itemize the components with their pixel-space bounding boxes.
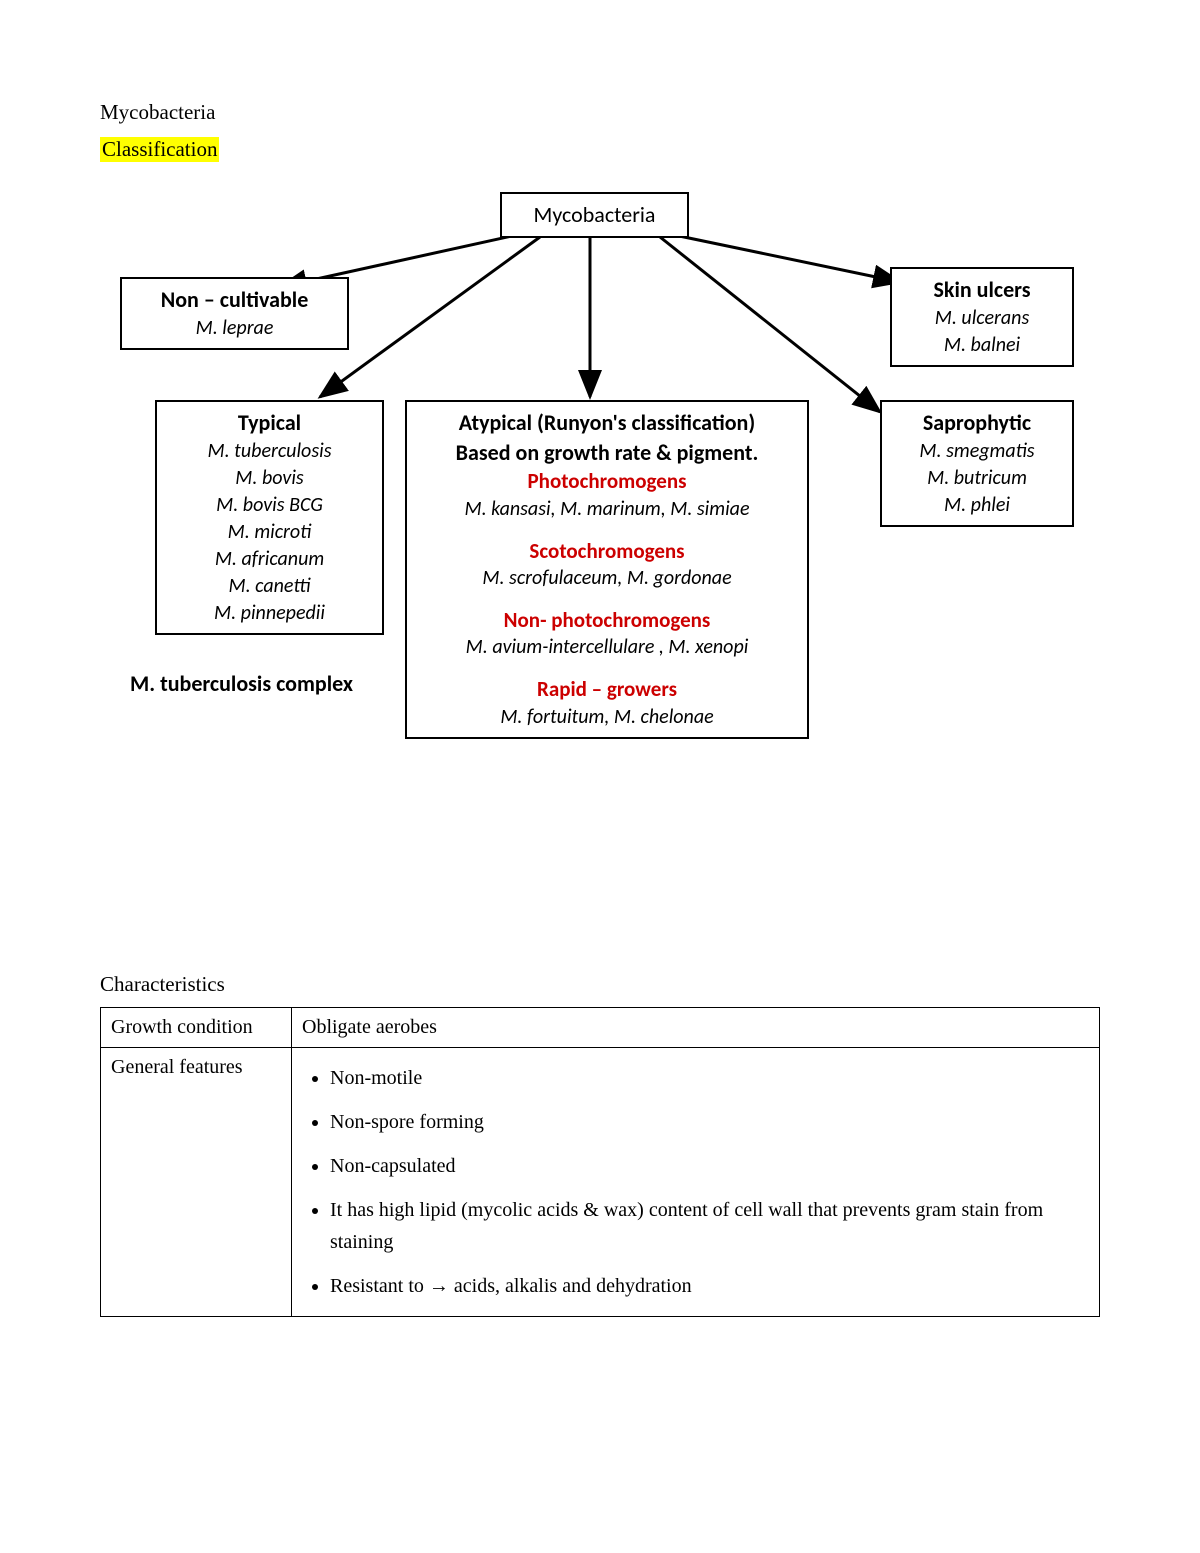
characteristics-heading: Characteristics	[100, 972, 1100, 997]
atypical-group-heading: Non- photochromogens	[417, 606, 797, 634]
atypical-group-heading: Rapid – growers	[417, 675, 797, 703]
atypical-title1: Atypical (Runyon's classification)	[417, 408, 797, 438]
node-root: Mycobacteria	[500, 192, 689, 238]
growth-label: Growth condition	[101, 1008, 292, 1048]
root-label: Mycobacteria	[534, 201, 656, 228]
general-label: General features	[101, 1048, 292, 1317]
atypical-group-members: M. scrofulaceum, M. gordonae	[417, 565, 797, 592]
atypical-group-members: M. kansasi, M. marinum, M. simiae	[417, 496, 797, 523]
node-saprophytic: Saprophytic M. smegmatis M. butricum M. …	[880, 400, 1074, 527]
noncultivable-item: M. leprae	[132, 315, 337, 342]
list-item: It has high lipid (mycolic acids & wax) …	[330, 1188, 1089, 1264]
table-row: General features Non-motile Non-spore fo…	[101, 1048, 1100, 1317]
typical-caption: M. tuberculosis complex	[130, 670, 353, 697]
atypical-group-heading: Scotochromogens	[417, 537, 797, 565]
atypical-group-heading: Photochromogens	[417, 467, 797, 495]
atypical-group-members: M. avium-intercellulare , M. xenopi	[417, 634, 797, 661]
node-noncultivable: Non – cultivable M. leprae	[120, 277, 349, 350]
saprophytic-item: M. phlei	[892, 492, 1062, 519]
page-title: Mycobacteria	[100, 100, 1100, 125]
general-features-list: Non-motile Non-spore forming Non-capsula…	[302, 1056, 1089, 1308]
skinulcers-item: M. balnei	[902, 332, 1062, 359]
classification-diagram: Mycobacteria Non – cultivable M. leprae …	[100, 182, 1100, 942]
typical-item: M. pinnepedii	[167, 600, 372, 627]
table-row: Growth condition Obligate aerobes	[101, 1008, 1100, 1048]
typical-item: M. africanum	[167, 546, 372, 573]
typical-item: M. bovis	[167, 465, 372, 492]
typical-item: M. canetti	[167, 573, 372, 600]
atypical-group-members: M. fortuitum, M. chelonae	[417, 704, 797, 731]
list-item: Non-capsulated	[330, 1144, 1089, 1188]
list-item: Non-spore forming	[330, 1100, 1089, 1144]
characteristics-table: Growth condition Obligate aerobes Genera…	[100, 1007, 1100, 1317]
atypical-title2: Based on growth rate & pigment.	[417, 438, 797, 468]
growth-value: Obligate aerobes	[292, 1008, 1100, 1048]
saprophytic-item: M. smegmatis	[892, 438, 1062, 465]
list-item: Resistant to → acids, alkalis and dehydr…	[330, 1264, 1089, 1308]
typical-item: M. bovis BCG	[167, 492, 372, 519]
typical-item: M. microti	[167, 519, 372, 546]
node-atypical: Atypical (Runyon's classification) Based…	[405, 400, 809, 739]
skinulcers-item: M. ulcerans	[902, 305, 1062, 332]
saprophytic-item: M. butricum	[892, 465, 1062, 492]
skinulcers-title: Skin ulcers	[902, 275, 1062, 305]
node-skinulcers: Skin ulcers M. ulcerans M. balnei	[890, 267, 1074, 367]
list-item: Non-motile	[330, 1056, 1089, 1100]
page: Mycobacteria Classification Mycobacteria…	[0, 0, 1200, 1377]
node-typical: Typical M. tuberculosis M. bovis M. bovi…	[155, 400, 384, 635]
saprophytic-title: Saprophytic	[892, 408, 1062, 438]
page-subtitle: Classification	[100, 137, 219, 162]
noncultivable-title: Non – cultivable	[132, 285, 337, 315]
general-value: Non-motile Non-spore forming Non-capsula…	[292, 1048, 1100, 1317]
typical-title: Typical	[167, 408, 372, 438]
typical-item: M. tuberculosis	[167, 438, 372, 465]
